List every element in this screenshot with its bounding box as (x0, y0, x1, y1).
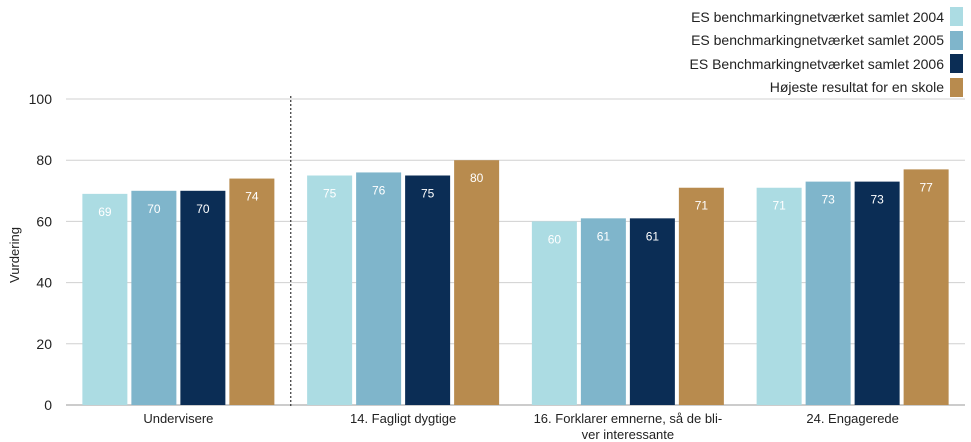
bar-value-label: 77 (919, 180, 933, 194)
bar (678, 187, 724, 405)
legend-swatch (950, 77, 963, 97)
legend-item: ES Benchmarkingnetværket samlet 2006 (690, 52, 963, 76)
bar (180, 190, 226, 405)
y-tick-label: 0 (44, 397, 52, 413)
bar (903, 169, 949, 405)
bar-value-label: 75 (421, 187, 435, 201)
bar (307, 175, 353, 405)
bar (629, 218, 675, 405)
bar-value-label: 71 (772, 199, 786, 213)
x-tick-label: 16. Forklarer emnerne, så de bli- (534, 411, 723, 426)
legend-swatch (950, 30, 963, 50)
bar-value-label: 80 (470, 171, 484, 185)
bar-value-label: 60 (548, 232, 562, 246)
y-axis-label: Vurdering (7, 227, 22, 283)
bar-value-label: 70 (196, 202, 210, 216)
bar (805, 181, 851, 405)
x-axis-labels: Undervisere 14. Fagligt dygtige 16. Forkla… (143, 411, 899, 442)
bars: 69 70 70 74 75 76 75 80 60 61 61 71 71 73 73 77 (82, 96, 949, 408)
y-tick-label: 100 (29, 91, 53, 107)
bar-value-label: 73 (870, 193, 884, 207)
bar-value-label: 61 (646, 229, 660, 243)
bar-value-label: 70 (147, 202, 161, 216)
bar (229, 178, 275, 405)
x-tick-label: ver interessante (582, 427, 675, 442)
bar (756, 187, 802, 405)
bar (82, 193, 128, 405)
y-tick-label: 60 (36, 213, 52, 229)
legend-label: ES benchmarkingnetværket samlet 2005 (691, 32, 944, 49)
y-tick-label: 40 (36, 275, 52, 291)
legend-swatch (950, 54, 963, 74)
bar-value-label: 61 (597, 229, 611, 243)
bar-value-label: 76 (372, 183, 386, 197)
bar (531, 221, 577, 405)
bar-value-label: 73 (821, 193, 835, 207)
bar (580, 218, 626, 405)
bar (454, 160, 500, 405)
y-axis-ticks: 0 20 40 60 80 100 (29, 91, 53, 413)
legend-item: ES benchmarkingnetværket samlet 2005 (690, 29, 963, 53)
legend: ES benchmarkingnetværket samlet 2004 ES b… (690, 5, 963, 99)
y-tick-label: 80 (36, 152, 52, 168)
bar-value-label: 74 (245, 190, 259, 204)
legend-label: Højeste resultat for en skole (769, 79, 944, 96)
x-tick-label: 24. Engagerede (806, 411, 899, 426)
bar-value-label: 71 (695, 199, 709, 213)
bar (854, 181, 900, 405)
bar-value-label: 75 (323, 187, 337, 201)
bar (356, 172, 402, 405)
bar (131, 190, 177, 405)
legend-swatch (950, 7, 963, 27)
x-tick-label: 14. Fagligt dygtige (350, 411, 456, 426)
bar (405, 175, 451, 405)
y-tick-label: 20 (36, 336, 52, 352)
legend-label: ES benchmarkingnetværket samlet 2004 (691, 8, 944, 25)
legend-label: ES Benchmarkingnetværket samlet 2006 (689, 55, 944, 72)
x-tick-label: Undervisere (143, 411, 213, 426)
bar-value-label: 69 (98, 205, 112, 219)
legend-item: ES benchmarkingnetværket samlet 2004 (690, 5, 963, 29)
legend-item: Højeste resultat for en skole (690, 76, 963, 100)
